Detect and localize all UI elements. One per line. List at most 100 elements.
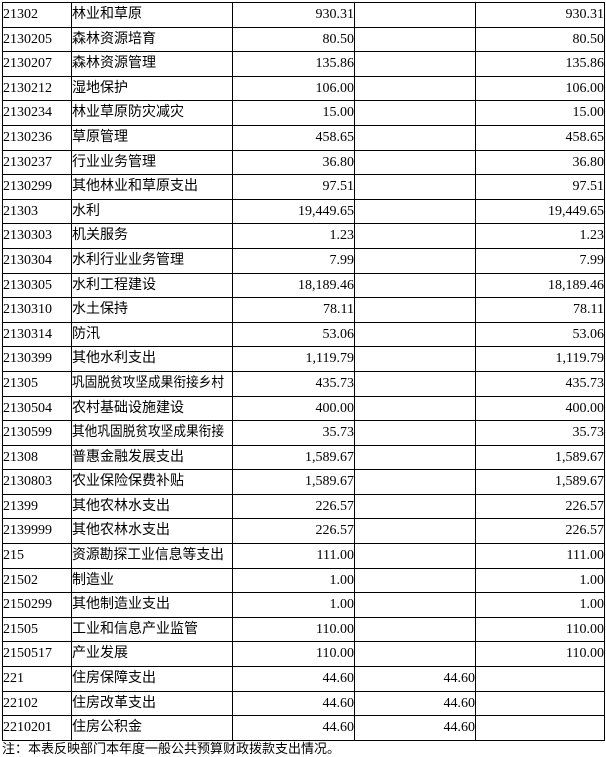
- cell-expense-name: 普惠金融发展支出: [71, 444, 233, 471]
- expense-name-text: 其他农林水支出: [72, 523, 171, 539]
- cell-expense-name: 工业和信息产业监管: [71, 616, 233, 643]
- cell-amount-total: 226.57: [232, 518, 355, 545]
- cell-expense-name: 其他林业和草原支出: [71, 174, 233, 200]
- expense-name-text: 住房保障支出: [72, 671, 157, 687]
- cell-expense-code: 21505: [2, 616, 72, 643]
- cell-amount-basic: 44.60: [354, 666, 476, 692]
- expense-name-text: 巩固脱贫攻坚成果衔接乡村: [72, 375, 225, 391]
- cell-amount-total: 78.11: [232, 297, 355, 323]
- cell-amount-total: 44.60: [232, 715, 355, 741]
- expense-name-text: 住房公积金: [72, 720, 143, 736]
- cell-amount-basic: [354, 149, 476, 176]
- expense-name-text: 资源勘探工业信息等支出: [72, 548, 225, 564]
- table-row: 2130212 湿地保护 106.00 106.00: [2, 75, 605, 102]
- cell-expense-code: 2210201: [2, 715, 72, 741]
- cell-amount-total: 435.73: [232, 370, 355, 397]
- cell-expense-code: 21308: [2, 444, 72, 471]
- table-row: 2150517 产业发展 110.00 110.00: [2, 641, 605, 668]
- cell-amount-project: 110.00: [475, 641, 605, 668]
- cell-expense-name: 水利: [71, 198, 233, 225]
- cell-amount-project: 400.00: [475, 395, 605, 422]
- cell-expense-code: 2130504: [2, 395, 72, 422]
- cell-expense-code: 21305: [2, 370, 72, 397]
- budget-expenditure-table: 21302 林业和草原 930.31 930.31 2130205 森林资源培育 80.50…: [2, 2, 605, 741]
- cell-amount-project: 930.31: [475, 2, 605, 28]
- cell-amount-total: 226.57: [232, 493, 355, 520]
- cell-amount-total: 1,119.79: [232, 346, 355, 372]
- expense-name-text: 防汛: [72, 326, 101, 342]
- cell-expense-name: 农村基础设施建设: [71, 395, 233, 422]
- cell-amount-basic: [354, 641, 476, 668]
- cell-amount-basic: [354, 272, 476, 299]
- cell-expense-name: 林业草原防灾减灾: [71, 100, 233, 126]
- cell-amount-basic: [354, 469, 476, 495]
- budget-table-body: 21302 林业和草原 930.31 930.31 2130205 森林资源培育 80.50…: [2, 2, 605, 741]
- cell-amount-total: 110.00: [232, 616, 355, 643]
- cell-amount-project: 35.73: [475, 420, 605, 446]
- cell-amount-project: 226.57: [475, 493, 605, 520]
- cell-amount-basic: [354, 174, 476, 200]
- cell-expense-name: 湿地保护: [71, 75, 233, 102]
- cell-amount-basic: [354, 198, 476, 225]
- cell-amount-project: 1.00: [475, 592, 605, 618]
- cell-expense-name: 森林资源管理: [71, 51, 233, 77]
- cell-amount-total: 135.86: [232, 51, 355, 77]
- cell-amount-project: 78.11: [475, 297, 605, 323]
- cell-expense-code: 21399: [2, 493, 72, 520]
- cell-amount-basic: [354, 297, 476, 323]
- cell-amount-total: 400.00: [232, 395, 355, 422]
- table-row: 22102 住房改革支出 44.60 44.60: [2, 690, 605, 717]
- cell-expense-name: 水土保持: [71, 297, 233, 323]
- cell-amount-basic: [354, 518, 476, 545]
- table-row: 2130299 其他林业和草原支出 97.51 97.51: [2, 174, 605, 200]
- cell-amount-total: 1,589.67: [232, 444, 355, 471]
- cell-amount-total: 19,449.65: [232, 198, 355, 225]
- cell-expense-code: 2130236: [2, 124, 72, 151]
- expense-name-text: 机关服务: [72, 228, 129, 244]
- cell-amount-project: 135.86: [475, 51, 605, 77]
- cell-amount-total: 18,189.46: [232, 272, 355, 299]
- expense-name-text: 其他巩固脱贫攻坚成果衔接: [72, 425, 225, 441]
- cell-amount-project: 435.73: [475, 370, 605, 397]
- cell-expense-code: 2130303: [2, 223, 72, 249]
- table-row: 2130803 农业保险保费补贴 1,589.67 1,589.67: [2, 469, 605, 495]
- expense-name-text: 水利工程建设: [72, 277, 157, 293]
- expense-name-text: 普惠金融发展支出: [72, 449, 185, 465]
- cell-amount-total: 15.00: [232, 100, 355, 126]
- cell-expense-code: 2130299: [2, 174, 72, 200]
- table-row: 2130236 草原管理 458.65 458.65: [2, 124, 605, 151]
- cell-expense-name: 行业业务管理: [71, 149, 233, 176]
- cell-amount-total: 97.51: [232, 174, 355, 200]
- table-row: 2130304 水利行业业务管理 7.99 7.99: [2, 247, 605, 274]
- cell-amount-basic: [354, 543, 476, 569]
- expense-name-text: 林业和草原: [72, 7, 143, 22]
- cell-amount-total: 35.73: [232, 420, 355, 446]
- expense-name-text: 农业保险保费补贴: [72, 474, 185, 490]
- cell-amount-project: 80.50: [475, 26, 605, 53]
- table-row: 221 住房保障支出 44.60 44.60: [2, 666, 605, 692]
- cell-expense-name: 制造业: [71, 567, 233, 594]
- expense-name-text: 水利: [72, 203, 101, 219]
- table-row: 2130504 农村基础设施建设 400.00 400.00: [2, 395, 605, 422]
- cell-amount-basic: [354, 26, 476, 53]
- table-row: 2130303 机关服务 1.23 1.23: [2, 223, 605, 249]
- cell-amount-project: 1,589.67: [475, 469, 605, 495]
- cell-amount-project: 36.80: [475, 149, 605, 176]
- cell-amount-project: 53.06: [475, 321, 605, 348]
- cell-amount-total: 1.00: [232, 592, 355, 618]
- table-row: 2130599 其他巩固脱贫攻坚成果衔接 35.73 35.73: [2, 420, 605, 446]
- cell-expense-code: 2130305: [2, 272, 72, 299]
- table-row: 2150299 其他制造业支出 1.00 1.00: [2, 592, 605, 618]
- cell-amount-total: 930.31: [232, 2, 355, 28]
- table-row: 21303 水利 19,449.65 19,449.65: [2, 198, 605, 225]
- expense-name-text: 森林资源培育: [72, 31, 157, 47]
- cell-amount-basic: [354, 2, 476, 28]
- cell-amount-project: [475, 715, 605, 741]
- cell-amount-basic: [354, 370, 476, 397]
- table-row: 2130310 水土保持 78.11 78.11: [2, 297, 605, 323]
- cell-amount-total: 110.00: [232, 641, 355, 668]
- table-row: 2210201 住房公积金 44.60 44.60: [2, 715, 605, 741]
- cell-amount-project: 458.65: [475, 124, 605, 151]
- table-row: 2139999 其他农林水支出 226.57 226.57: [2, 518, 605, 545]
- cell-expense-code: 21302: [2, 2, 72, 28]
